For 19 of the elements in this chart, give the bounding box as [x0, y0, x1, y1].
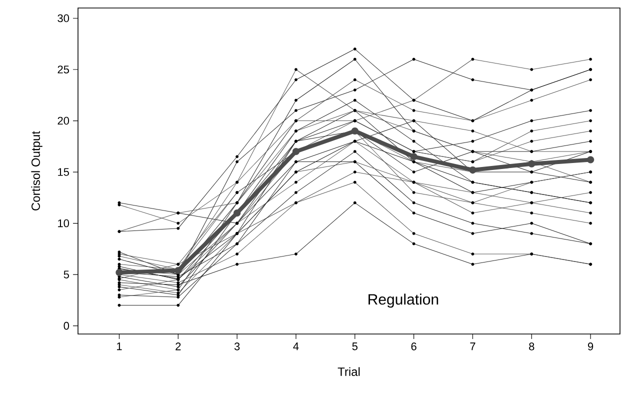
x-tick-label: 6	[411, 342, 416, 350]
y-tick-label: 30	[58, 14, 70, 22]
x-tick-label: 3	[234, 342, 240, 350]
x-tick-label: 2	[176, 342, 181, 350]
y-axis-title: Cortisol Output	[31, 131, 42, 210]
x-tick-label: 5	[352, 342, 358, 350]
x-tick-label: 4	[293, 342, 299, 350]
y-tick-label: 20	[58, 116, 70, 125]
x-axis-title: Trial	[338, 367, 360, 376]
y-tick-label: 10	[58, 219, 70, 228]
y-tick-label: 0	[64, 322, 70, 330]
y-tick-label: 15	[58, 168, 69, 176]
x-tick-label: 8	[529, 342, 534, 350]
y-tick-label: 5	[64, 270, 69, 278]
annotation: Regulation	[368, 294, 438, 308]
x-tick-label: 7	[470, 342, 476, 350]
x-tick-label: 1	[117, 342, 122, 350]
x-tick-label: 9	[588, 342, 594, 350]
y-tick-label: 25	[58, 66, 69, 74]
